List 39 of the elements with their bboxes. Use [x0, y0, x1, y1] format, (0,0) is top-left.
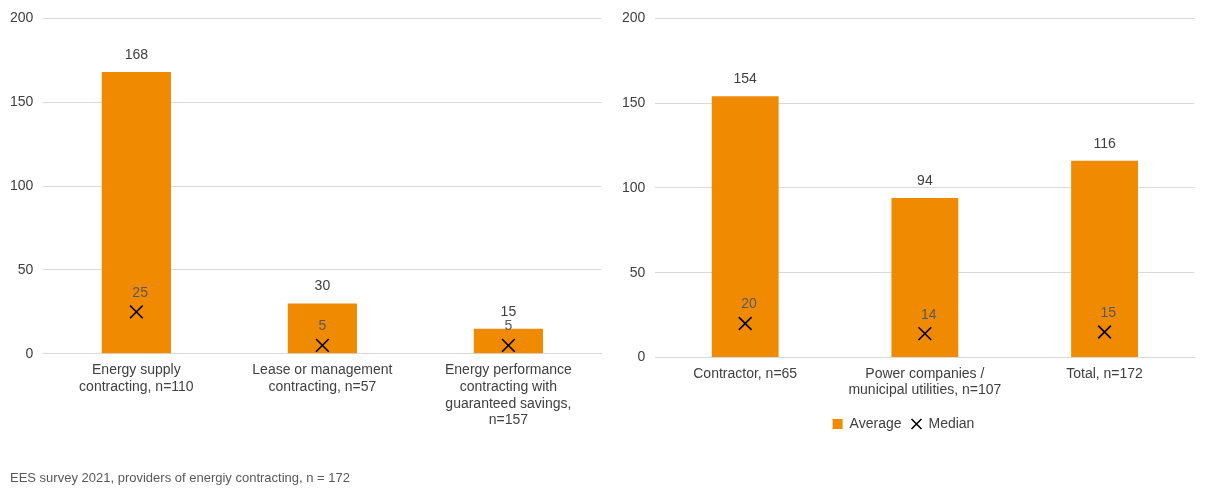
data-label: 154 — [733, 70, 758, 87]
x-tick-label: Power companies / municipal utilities, n=107 — [848, 364, 1002, 398]
legend-label: Median — [928, 414, 975, 431]
data-label: 168 — [124, 45, 149, 62]
data-label: 116 — [1093, 134, 1116, 151]
y-tick-label: 100 — [622, 178, 646, 195]
bar — [1071, 160, 1138, 357]
data-label: 5 — [318, 317, 327, 334]
point — [738, 316, 753, 331]
y-tick-label: 100 — [10, 176, 34, 193]
bar — [473, 328, 543, 354]
legend-label: Average — [849, 414, 902, 431]
x-tick-label: Energy performance contracting with guaranteed savings, n=157 — [444, 361, 573, 428]
data-label: 14 — [920, 305, 937, 322]
x-tick-label: Energy supply contracting, n=110 — [79, 361, 194, 394]
data-label: 20 — [741, 295, 757, 312]
text: EES survey 2021, providers of energiy contracting, n = 172 — [10, 470, 350, 485]
y-tick-label: 150 — [622, 94, 646, 111]
y-tick-label: 50 — [17, 260, 34, 277]
bar — [711, 96, 779, 357]
point — [1097, 324, 1112, 340]
data-label: 25 — [132, 283, 149, 300]
bar — [101, 72, 171, 354]
x-tick-label: Lease or management contracting, n=57 — [252, 361, 393, 394]
bar — [891, 198, 959, 357]
y-tick-label: 0 — [25, 344, 34, 361]
y-tick-label: 0 — [637, 348, 646, 365]
bar — [287, 303, 357, 354]
x-tick-label: Contractor, n=65 — [693, 364, 798, 381]
data-label: 30 — [314, 277, 331, 294]
y-tick-label: 150 — [10, 93, 34, 110]
data-label: 15 — [1100, 303, 1117, 320]
data-label: 94 — [917, 171, 933, 188]
y-tick-label: 200 — [10, 9, 34, 26]
y-tick-label: 50 — [629, 263, 646, 280]
point — [917, 326, 933, 341]
data-label: 15 — [500, 302, 517, 319]
y-tick-label: 200 — [622, 9, 646, 26]
x-tick-label: Total, n=172 — [1066, 364, 1144, 381]
